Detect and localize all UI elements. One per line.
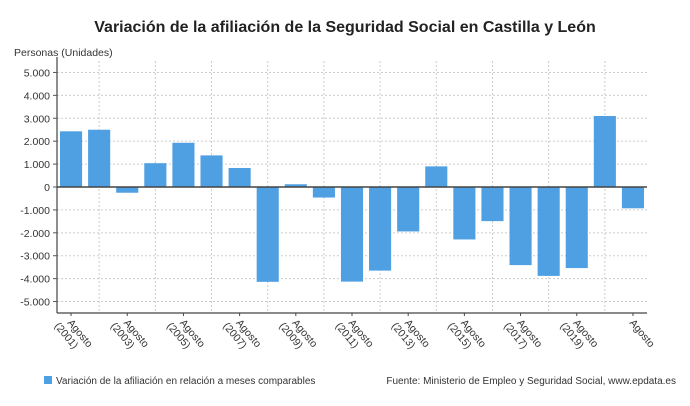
- x-tick-label: Agosto: [627, 317, 657, 350]
- bar: [621, 187, 644, 209]
- bar: [60, 131, 83, 187]
- bar: [312, 187, 335, 198]
- x-tick-label: Agosto(2013): [389, 313, 432, 358]
- bar: [340, 187, 364, 282]
- x-tick-label: Agosto(2019): [557, 313, 600, 358]
- legend-label: Variación de la afiliación en relación a…: [56, 376, 315, 387]
- y-tick-label: -4.000: [20, 274, 50, 286]
- bar: [116, 187, 139, 193]
- bar: [88, 129, 111, 187]
- x-tick-label: Agosto(2011): [333, 313, 376, 358]
- bar: [453, 187, 476, 240]
- y-tick-label: -3.000: [20, 251, 50, 263]
- bar: [481, 187, 504, 222]
- bar: [256, 187, 279, 282]
- y-tick-label: 5.000: [24, 67, 50, 79]
- y-tick-label: 1.000: [24, 159, 50, 171]
- y-tick-label: 4.000: [24, 90, 50, 102]
- bar: [593, 115, 616, 187]
- bar: [509, 187, 532, 266]
- x-tick-label: Agosto(2015): [445, 313, 488, 358]
- source-text: Fuente: Ministerio de Empleo y Seguridad…: [386, 376, 676, 387]
- chart-title: Variación de la afiliación de la Segurid…: [94, 19, 596, 36]
- x-tick-label: Agosto(2001): [52, 313, 95, 358]
- bar: [200, 155, 223, 187]
- legend-swatch: [44, 376, 52, 384]
- x-tick-label: Agosto(2017): [501, 313, 544, 358]
- bar: [565, 187, 588, 269]
- bar: [228, 167, 251, 187]
- x-tick-label: Agosto(2005): [164, 313, 207, 358]
- bar: [537, 187, 560, 276]
- x-tick-label: Agosto(2009): [276, 313, 319, 358]
- bar: [369, 187, 392, 271]
- y-tick-label: -5.000: [20, 297, 50, 309]
- x-tick-label: Agosto(2007): [220, 313, 263, 358]
- bar: [144, 163, 167, 187]
- y-tick-label: 2.000: [24, 136, 50, 148]
- bar: [397, 187, 420, 232]
- y-tick-label: -2.000: [20, 228, 50, 240]
- y-tick-label: 3.000: [24, 113, 50, 125]
- bar: [284, 184, 307, 187]
- bar: [425, 166, 448, 187]
- y-tick-label: -1.000: [20, 205, 50, 217]
- y-tick-label: 0: [44, 182, 50, 194]
- y-axis-label: Personas (Unidades): [14, 47, 113, 59]
- x-tick-label: Agosto(2003): [108, 313, 151, 358]
- x-tick-label-line: Agosto: [627, 317, 657, 350]
- bar: [172, 142, 195, 187]
